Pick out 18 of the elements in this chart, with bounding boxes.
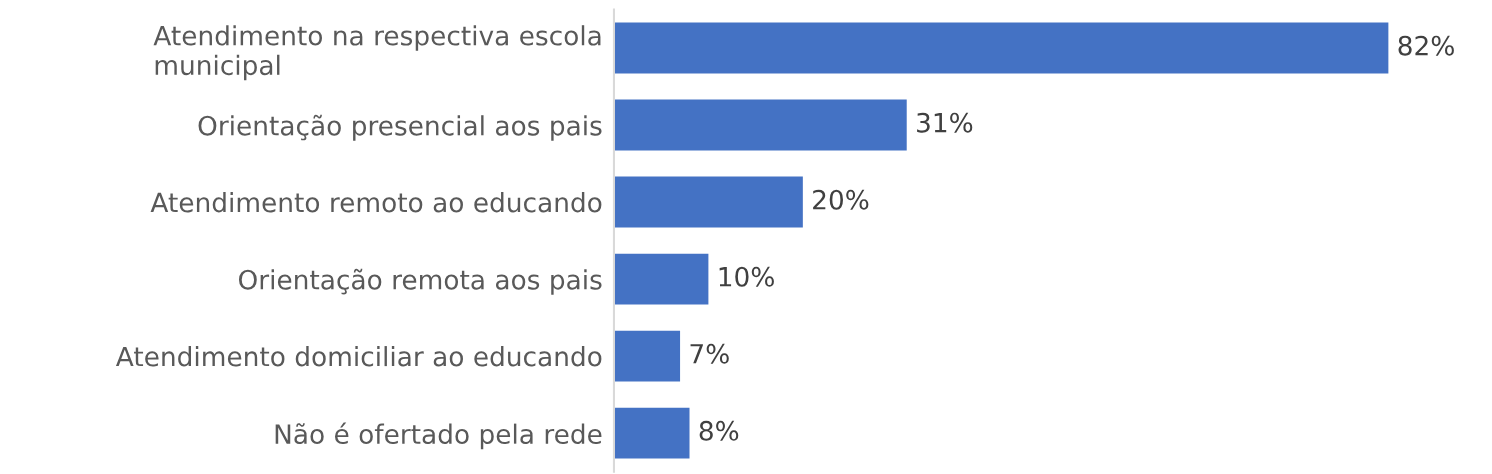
bar: [613, 407, 690, 459]
y-tick-label: Atendimento remoto ao educando: [150, 192, 602, 213]
y-tick-label: Orientação remota aos pais: [238, 268, 602, 295]
y-tick-label: Orientação presencial aos pais: [198, 114, 602, 141]
data-label: 10%: [719, 266, 774, 287]
y-tick-label: Atendimento domiciliar ao educando: [115, 346, 602, 367]
bar: [613, 22, 1389, 74]
y-tick-label: Não é ofertado pela rede: [275, 422, 602, 450]
data-label: 8%: [699, 420, 739, 441]
data-label: 7%: [690, 343, 729, 364]
data-label: 31%: [917, 112, 973, 133]
bar: [613, 99, 907, 151]
data-label: 20%: [813, 189, 869, 210]
bar: [613, 253, 709, 305]
y-tick-label: Atendimento na respectiva escola municipal: [153, 25, 601, 81]
bar: [613, 176, 803, 228]
data-label: 82%: [1398, 35, 1454, 56]
bar: [613, 330, 681, 382]
